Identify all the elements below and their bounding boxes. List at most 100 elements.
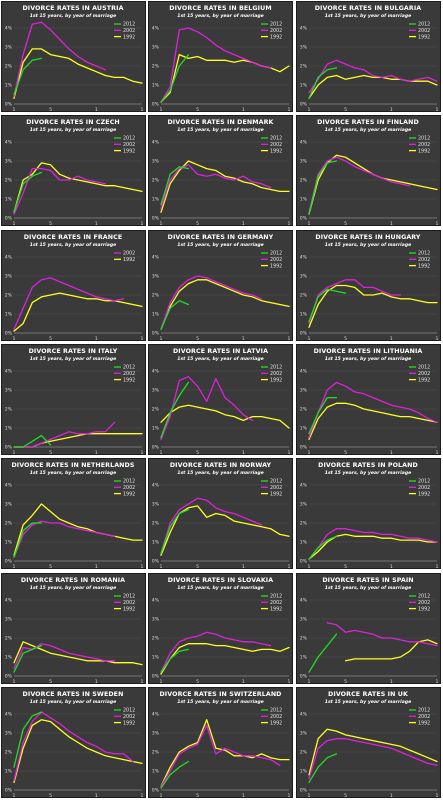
legend-label: 2012 xyxy=(123,365,135,371)
chart-title: DIVORCE RATES IN NETHERLANDS xyxy=(11,462,135,470)
legend-label: 2012 xyxy=(270,707,282,713)
y-tick-label: 2% xyxy=(152,178,160,184)
legend-label: 2012 xyxy=(418,593,430,599)
y-tick-label: 4% xyxy=(4,26,12,32)
y-tick-label: 0% xyxy=(4,559,12,565)
chart-subtitle: 1st 15 years, by year of marriage xyxy=(324,242,412,248)
x-tick-label: 5 xyxy=(196,336,199,341)
x-tick-label: 5 xyxy=(344,564,347,569)
y-tick-label: 3% xyxy=(299,730,307,736)
x-tick-label: 1 xyxy=(307,564,310,569)
chart-subtitle: 1st 15 years, by year of marriage xyxy=(324,585,412,591)
legend-label: 2002 xyxy=(418,371,430,377)
x-tick-label: 5 xyxy=(196,793,199,798)
series-line-2012 xyxy=(160,509,190,555)
legend-label: 2012 xyxy=(270,22,282,28)
series-line-2012 xyxy=(12,711,42,768)
chart-title: DIVORCE RATES IN UK xyxy=(328,690,408,698)
series-line-2012 xyxy=(307,633,337,673)
legend-label: 2002 xyxy=(418,142,430,148)
legend-label: 1992 xyxy=(418,34,430,40)
chart-panel: DIVORCE RATES IN SWEDEN 1st 15 years, by … xyxy=(0,686,146,798)
x-tick-label: 1 xyxy=(435,793,438,798)
legend-label: 2012 xyxy=(123,479,135,485)
y-tick-label: 1% xyxy=(152,311,160,317)
series-line-1992 xyxy=(160,404,290,429)
chart-title: DIVORCE RATES IN SWITZERLAND xyxy=(159,690,282,698)
legend-label: 2012 xyxy=(418,136,430,142)
series-line-2002 xyxy=(12,642,115,669)
y-tick-label: 2% xyxy=(4,749,12,755)
chart-title: DIVORCE RATES IN FRANCE xyxy=(23,233,123,241)
legend-label: 1992 xyxy=(123,34,135,40)
x-tick-label: 1 xyxy=(94,793,97,798)
series-line-2012 xyxy=(12,644,42,673)
y-tick-label: 0% xyxy=(152,787,160,793)
chart-panel: DIVORCE RATES IN DENMARK 1st 15 years, by… xyxy=(148,115,293,227)
x-tick-label: 5 xyxy=(344,679,347,684)
x-tick-label: 5 xyxy=(49,107,52,112)
chart-title: DIVORCE RATES IN HUNGARY xyxy=(315,233,421,241)
x-tick-label: 1 xyxy=(140,564,143,569)
series-line-2012 xyxy=(307,396,337,435)
chart-subtitle: 1st 15 years, by year of marriage xyxy=(29,14,117,19)
series-line-2002 xyxy=(160,724,281,787)
chart-panel: DIVORCE RATES IN SLOVAKIA 1st 15 years, b… xyxy=(148,572,293,684)
chart-title: DIVORCE RATES IN BELGIUM xyxy=(169,5,272,12)
y-tick-label: 1% xyxy=(4,197,12,203)
x-tick-label: 1 xyxy=(435,336,438,341)
x-tick-label: 1 xyxy=(160,107,163,112)
x-tick-label: 5 xyxy=(49,793,52,798)
x-tick-label: 1 xyxy=(389,564,392,569)
chart-subtitle: 1st 15 years, by year of marriage xyxy=(177,699,264,705)
y-tick-label: 2% xyxy=(152,406,160,412)
series-line-2012 xyxy=(307,753,337,783)
x-tick-label: 1 xyxy=(307,793,310,798)
y-tick-label: 0% xyxy=(152,216,160,222)
legend-label: 2002 xyxy=(123,142,135,148)
x-tick-label: 1 xyxy=(242,221,245,226)
legend-label: 1992 xyxy=(123,491,135,497)
legend-label: 1992 xyxy=(418,377,430,383)
y-tick-label: 4% xyxy=(4,483,12,489)
y-tick-label: 4% xyxy=(299,711,307,717)
x-tick-label: 1 xyxy=(242,107,245,112)
x-tick-label: 5 xyxy=(344,793,347,798)
chart-subtitle: 1st 15 years, by year of marriage xyxy=(177,585,264,591)
series-line-2012 xyxy=(160,53,190,103)
y-tick-label: 4% xyxy=(4,254,12,260)
y-tick-label: 2% xyxy=(4,178,12,184)
legend-label: 2012 xyxy=(270,365,282,371)
chart-title: DIVORCE RATES IN AUSTRIA xyxy=(22,5,124,12)
y-tick-label: 0% xyxy=(152,102,160,108)
legend-label: 1992 xyxy=(270,263,282,269)
series-line-1992 xyxy=(307,154,438,216)
y-tick-label: 3% xyxy=(299,45,307,51)
chart-subtitle: 1st 15 years, by year of marriage xyxy=(29,356,117,362)
legend-label: 2002 xyxy=(270,485,282,491)
series-line-2002 xyxy=(160,274,263,330)
chart-title: DIVORCE RATES IN GERMANY xyxy=(167,233,274,241)
chart-panel: DIVORCE RATES IN BELGIUM 1st 15 years, by… xyxy=(148,1,293,112)
y-tick-label: 4% xyxy=(152,26,160,32)
chart-subtitle: 1st 15 years, by year of marriage xyxy=(29,699,117,705)
legend-label: 2002 xyxy=(123,371,135,377)
chart-title: DIVORCE RATES IN LITHUANIA xyxy=(313,347,423,355)
y-tick-label: 1% xyxy=(4,654,12,660)
y-tick-label: 3% xyxy=(4,502,12,508)
y-tick-label: 4% xyxy=(152,368,160,374)
x-tick-label: 5 xyxy=(344,450,347,455)
chart-subtitle: 1st 15 years, by year of marriage xyxy=(177,471,264,477)
chart-panel: DIVORCE RATES IN CZECH 1st 15 years, by y… xyxy=(0,115,146,227)
series-line-1992 xyxy=(307,402,438,440)
x-tick-label: 1 xyxy=(288,107,291,112)
chart-panel: DIVORCE RATES IN HUNGARY 1st 15 years, by… xyxy=(295,229,441,341)
y-tick-label: 4% xyxy=(4,597,12,603)
series-line-2002 xyxy=(326,621,438,646)
x-tick-label: 1 xyxy=(94,450,97,455)
